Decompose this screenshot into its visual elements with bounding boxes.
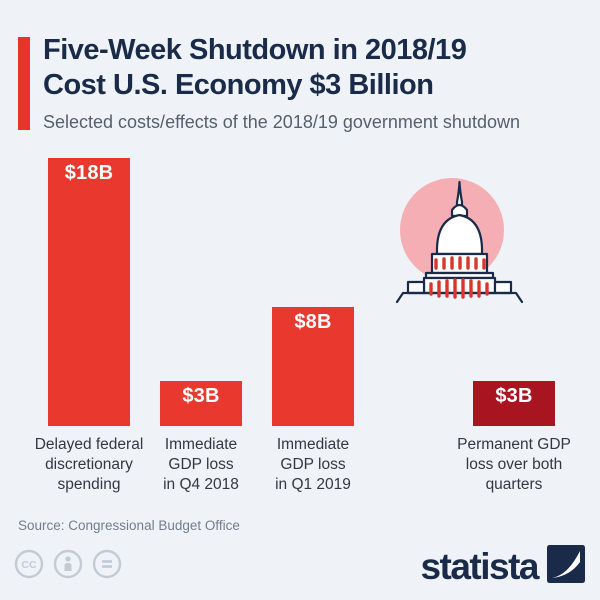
capitol-icon <box>388 174 528 304</box>
capitol-window-dashes <box>429 256 489 299</box>
bar-category-label: Permanent GDP loss over both quarters <box>457 436 571 493</box>
svg-text:CC: CC <box>21 559 37 571</box>
statista-logo[interactable]: statista <box>420 545 585 588</box>
chart-title-line1: Five-Week Shutdown in 2018/19 <box>43 34 467 66</box>
bar-category-label: Delayed federal discretionary spending <box>34 436 144 493</box>
bar-group: $8B Immediate GDP loss in Q1 2019 <box>272 307 354 493</box>
license-icons: CC <box>14 549 122 579</box>
attribution-icon[interactable] <box>53 549 83 579</box>
bar-value-label: $18B <box>64 162 114 184</box>
bar: $18B <box>48 158 130 426</box>
chart-title: Five-Week Shutdown in 2018/19 Cost U.S. E… <box>43 33 583 103</box>
bar: $3B <box>160 381 242 426</box>
bar: $3B <box>473 381 555 426</box>
bar-value-label: $3B <box>182 385 220 407</box>
bar-group: $3B Permanent GDP loss over both quarters <box>457 381 571 493</box>
no-derivatives-icon[interactable] <box>92 549 122 579</box>
cc-icon[interactable]: CC <box>14 549 44 579</box>
bar: $8B <box>272 307 354 426</box>
bar-value-label: $3B <box>495 385 533 407</box>
title-accent-bar <box>18 37 30 130</box>
chart-subtitle: Selected costs/effects of the 2018/19 go… <box>43 112 520 132</box>
statista-logo-mark <box>547 545 585 588</box>
chart-title-line2: Cost U.S. Economy $3 Billion <box>43 69 434 101</box>
source-text: Source: Congressional Budget Office <box>18 518 240 533</box>
statista-logo-text: statista <box>420 546 539 587</box>
bar-value-label: $8B <box>294 311 332 333</box>
bar-group: $18B Delayed federal discretionary spendi… <box>35 158 143 493</box>
bar-category-label: Immediate GDP loss in Q1 2019 <box>275 436 351 493</box>
bar-category-label: Immediate GDP loss in Q4 2018 <box>163 436 239 493</box>
bar-group: $3B Immediate GDP loss in Q4 2018 <box>160 381 242 493</box>
